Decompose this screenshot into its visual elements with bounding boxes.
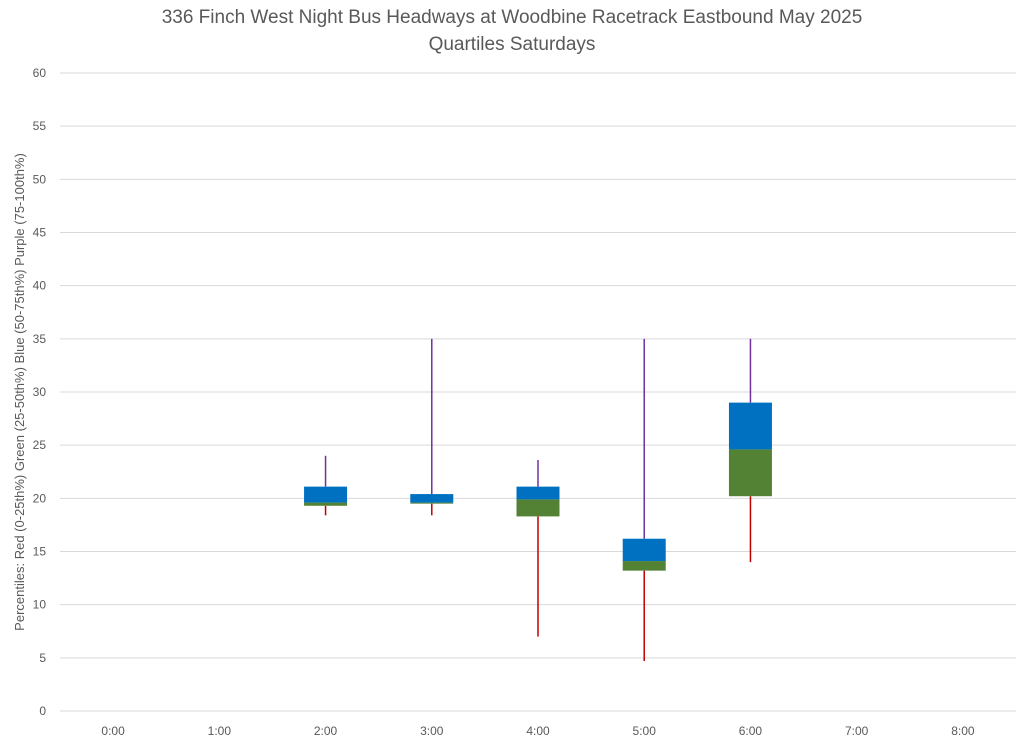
y-tick-labels: 0 5 10 15 20 25 30 35 40 45 50 55 60: [33, 66, 47, 718]
y-tick-label: 55: [33, 119, 47, 133]
y-tick-label: 0: [39, 704, 46, 718]
lower-box: [622, 561, 666, 571]
chart-title: 336 Finch West Night Bus Headways at Woo…: [162, 7, 863, 28]
x-tick-labels: 0:00 1:00 2:00 3:00 4:00 5:00 6:00 7:00 8:00: [101, 724, 974, 738]
x-tick-label: 4:00: [526, 724, 550, 738]
box-plot-5-00: [622, 338, 666, 662]
box-plot-4-00: [516, 460, 560, 637]
y-tick-label: 30: [33, 385, 47, 399]
y-tick-label: 25: [33, 438, 47, 452]
lower-box: [516, 499, 560, 517]
upper-box: [728, 402, 772, 450]
y-axis-label: Percentiles: Red (0-25th%) Green (25-50t…: [12, 153, 27, 631]
y-tick-label: 40: [33, 279, 47, 293]
x-tick-label: 7:00: [845, 724, 869, 738]
box-plot-6-00: [728, 338, 772, 563]
x-tick-label: 8:00: [951, 724, 975, 738]
y-tick-label: 60: [33, 66, 47, 80]
y-tick-label: 20: [33, 491, 47, 505]
upper-box: [410, 494, 454, 503]
x-tick-label: 6:00: [739, 724, 763, 738]
lower-box: [728, 449, 772, 497]
chart-subtitle: Quartiles Saturdays: [429, 34, 596, 55]
lower-box: [304, 502, 348, 506]
x-tick-label: 2:00: [314, 724, 338, 738]
x-tick-label: 3:00: [420, 724, 444, 738]
box-plot-2-00: [304, 455, 348, 516]
y-tick-label: 15: [33, 545, 47, 559]
upper-box: [516, 486, 560, 500]
x-tick-label: 5:00: [633, 724, 657, 738]
y-tick-label: 50: [33, 172, 47, 186]
lower-box: [410, 502, 454, 504]
y-tick-label: 10: [33, 598, 47, 612]
x-tick-label: 0:00: [101, 724, 125, 738]
x-tick-label: 1:00: [208, 724, 232, 738]
y-tick-label: 45: [33, 226, 47, 240]
box-plot-3-00: [410, 338, 454, 516]
y-tick-label: 35: [33, 332, 47, 346]
box-plots: [304, 338, 772, 662]
upper-box: [304, 486, 348, 503]
upper-box: [622, 538, 666, 562]
y-tick-label: 5: [39, 651, 46, 665]
